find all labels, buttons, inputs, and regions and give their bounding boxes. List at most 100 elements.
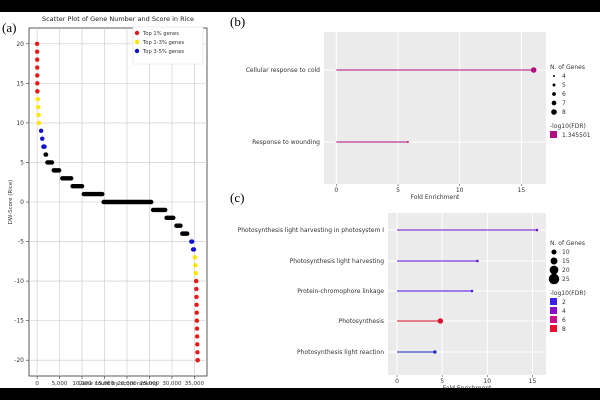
scatter-point	[34, 41, 40, 47]
legend-size-label: 10	[562, 249, 570, 256]
x-tick-label: 0	[395, 378, 399, 385]
x-tick-label: 25,000	[140, 381, 160, 387]
legend-size-marker	[551, 109, 557, 115]
scatter-point	[35, 73, 40, 78]
legend-label: Top 3-5% genes	[142, 49, 184, 55]
legend-color-title: -log10(FDR)	[550, 290, 586, 297]
y-tick-label: -15	[14, 318, 24, 325]
legend-marker	[134, 30, 140, 36]
scatter-point	[34, 57, 40, 62]
scatter-point	[35, 65, 40, 70]
legend-size-marker	[548, 273, 560, 285]
scatter-point	[35, 81, 40, 86]
scatter-point	[35, 89, 40, 94]
x-tick-label: 15,000	[95, 381, 115, 387]
legend-marker	[134, 39, 140, 45]
scatter-point	[194, 318, 200, 323]
category-label: Photosynthesis light harvesting	[290, 258, 385, 265]
legend-color-label: 1.345501	[562, 132, 591, 139]
scatter-point	[38, 128, 44, 134]
category-label: Response to wounding	[252, 139, 320, 146]
chart-title: Scatter Plot of Gene Number and Score in…	[42, 15, 194, 23]
enrichment-chart-b: 0 5 10 15 Fold Enrichment Cellular response t…	[246, 32, 591, 201]
x-tick-label: 35,000	[185, 381, 205, 387]
scatter-point	[189, 239, 195, 244]
scatter-point	[194, 294, 199, 300]
legend-color-label: 6	[562, 317, 566, 324]
legend-size-label: 15	[562, 258, 570, 265]
legend-size-marker	[553, 75, 555, 77]
legend-size-marker	[549, 265, 559, 275]
legend-box	[132, 26, 204, 65]
x-tick-label: 15	[518, 187, 526, 194]
legend-color-swatch	[550, 307, 557, 314]
legend-color-swatch	[550, 325, 557, 332]
legend-size-label: 25	[562, 276, 570, 283]
category-label: Photosynthesis	[339, 318, 384, 325]
scatter-point	[194, 326, 200, 331]
scatter-point	[194, 278, 199, 284]
panel-label-b: (b)	[230, 14, 245, 29]
category-label: Cellular response to cold	[246, 67, 320, 74]
scatter-point	[191, 247, 197, 252]
legend-color-swatch	[550, 316, 557, 323]
y-tick-label: 20	[16, 41, 24, 48]
category-label: Photosynthesis light reaction	[297, 349, 384, 356]
legend-size-marker	[551, 100, 557, 106]
x-tick-label: 10,000	[72, 381, 92, 387]
lollipop-point	[470, 289, 474, 293]
scatter-point	[193, 263, 198, 268]
x-tick-label: 20,000	[117, 381, 137, 387]
x-tick-label: 0	[35, 381, 39, 387]
scatter-point	[195, 357, 200, 363]
x-tick-label: 15	[529, 378, 537, 385]
x-tick-label: 5	[440, 378, 444, 385]
lollipop-point	[535, 228, 539, 232]
x-tick-label: 10	[456, 187, 464, 194]
lollipop-point	[437, 318, 444, 324]
x-axis-label: Gene count by score ranking	[78, 381, 157, 387]
lollipop-point	[530, 67, 537, 73]
legend-size-marker	[551, 249, 557, 255]
legend-color-label: 8	[562, 326, 566, 333]
figure-page: (a) (b) (c) 0 5,000 10,000 15,000 20,000 25,0…	[0, 12, 600, 388]
lollipop-point	[433, 350, 437, 354]
scatter-point	[194, 334, 200, 339]
x-tick-label: 10	[483, 378, 491, 385]
legend-color-swatch	[550, 131, 557, 138]
scatter-point	[195, 350, 200, 355]
legend-color-label: 4	[562, 308, 566, 315]
scatter-point	[36, 112, 41, 118]
legend-size-label: 20	[562, 267, 570, 274]
legend-size-label: 6	[562, 91, 566, 98]
x-tick-label: 5,000	[52, 381, 68, 387]
legend-color-swatch	[550, 298, 557, 305]
plot-background	[324, 32, 546, 184]
x-axis-label: Fold Enrichment	[443, 385, 492, 388]
legend-size-marker	[552, 83, 556, 87]
y-tick-label: -20	[14, 357, 24, 364]
y-tick-label: 5	[20, 159, 24, 166]
legend-color-label: 2	[562, 299, 566, 306]
enrichment-chart-c: 0 5 10 15 Fold Enrichment Photosynthesis ligh…	[238, 213, 586, 388]
scatter-point	[194, 302, 199, 308]
y-axis-label: DW-Score (Rice)	[8, 180, 14, 225]
figure-canvas: (a) (b) (c) 0 5,000 10,000 15,000 20,000 25,0…	[2, 14, 591, 388]
scatter-point	[36, 120, 42, 126]
scatter-point	[35, 96, 40, 102]
panel-label-a: (a)	[2, 20, 16, 35]
y-tick-label: 0	[20, 199, 24, 206]
scatter-point	[40, 136, 45, 141]
x-tick-label: 0	[334, 187, 338, 194]
x-axis-label: Fold Enrichment	[411, 194, 460, 201]
legend-size-label: 5	[562, 82, 566, 89]
scatter-point	[195, 342, 200, 347]
legend-label: Top 1% genes	[142, 31, 179, 37]
panel-label-c: (c)	[230, 190, 244, 205]
scatter-point	[36, 104, 41, 110]
scatter-point	[194, 310, 199, 315]
legend-size-label: 8	[562, 109, 566, 116]
y-tick-label: -10	[14, 278, 24, 285]
legend-marker	[134, 48, 140, 54]
scatter-point	[34, 49, 40, 54]
